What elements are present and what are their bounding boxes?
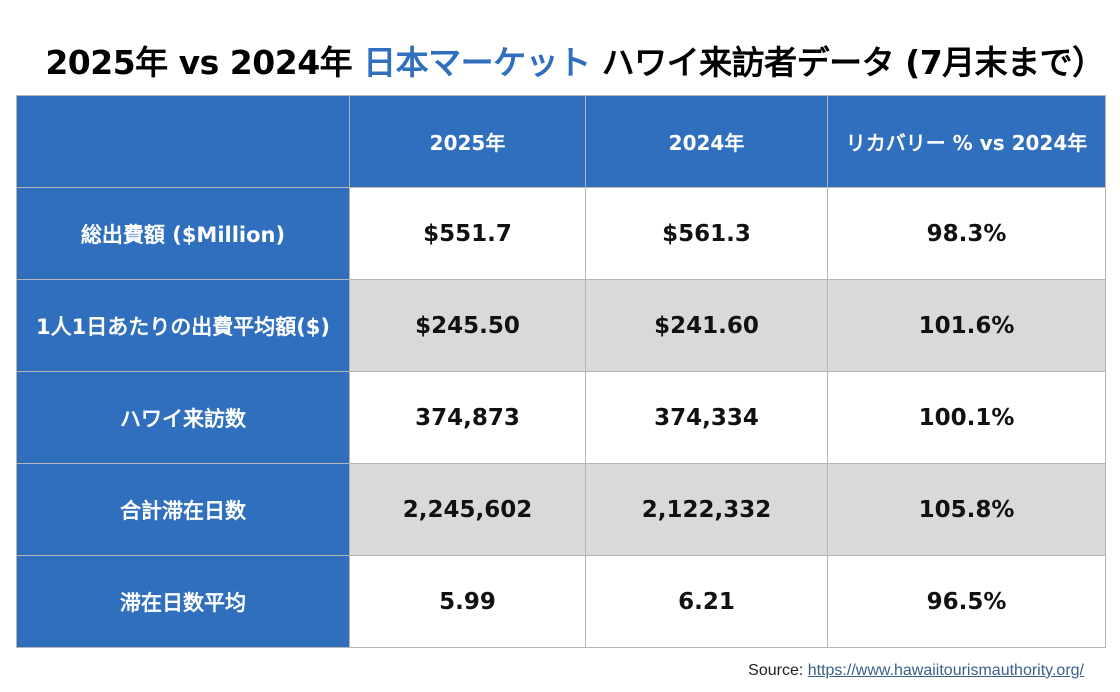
row-label: ハワイ来訪数 xyxy=(16,371,350,464)
cell-recovery: 96.5% xyxy=(827,555,1106,648)
row-label: 1人1日あたりの出費平均額($) xyxy=(16,279,350,372)
cell-2025: $551.7 xyxy=(349,187,586,280)
cell-recovery: 105.8% xyxy=(827,463,1106,556)
header-2024: 2024年 xyxy=(585,95,828,188)
row-label: 合計滞在日数 xyxy=(16,463,350,556)
title-accent: 日本マーケット xyxy=(363,43,591,82)
visitor-data-table: 2025年 2024年 リカバリー % vs 2024年 総出費額 ($Mill… xyxy=(16,95,1106,648)
table-row: ハワイ来訪数 374,873 374,334 100.1% xyxy=(16,371,1106,464)
cell-2024: 6.21 xyxy=(585,555,828,648)
cell-2024: $241.60 xyxy=(585,279,828,372)
title-part1: 2025年 vs 2024年 xyxy=(45,43,364,82)
header-corner xyxy=(16,95,350,188)
cell-2025: 374,873 xyxy=(349,371,586,464)
table-row: 合計滞在日数 2,245,602 2,122,332 105.8% xyxy=(16,463,1106,556)
table-row: 滞在日数平均 5.99 6.21 96.5% xyxy=(16,555,1106,648)
cell-2025: 2,245,602 xyxy=(349,463,586,556)
cell-2024: 374,334 xyxy=(585,371,828,464)
row-label: 総出費額 ($Million) xyxy=(16,187,350,280)
source-link[interactable]: https://www.hawaiitourismauthority.org/ xyxy=(807,662,1084,679)
cell-recovery: 101.6% xyxy=(827,279,1106,372)
table-row: 1人1日あたりの出費平均額($) $245.50 $241.60 101.6% xyxy=(16,279,1106,372)
source-line: Source: https://www.hawaiitourismauthori… xyxy=(748,662,1084,680)
header-2025: 2025年 xyxy=(349,95,586,188)
cell-2024: 2,122,332 xyxy=(585,463,828,556)
cell-2025: 5.99 xyxy=(349,555,586,648)
header-recovery: リカバリー % vs 2024年 xyxy=(827,95,1106,188)
cell-2025: $245.50 xyxy=(349,279,586,372)
cell-2024: $561.3 xyxy=(585,187,828,280)
title-part2: ハワイ来訪者データ (7月末まで） xyxy=(590,43,1106,82)
header-row: 2025年 2024年 リカバリー % vs 2024年 xyxy=(16,95,1106,188)
table-row: 総出費額 ($Million) $551.7 $561.3 98.3% xyxy=(16,187,1106,280)
source-label: Source: xyxy=(748,662,808,679)
page-title: 2025年 vs 2024年 日本マーケット ハワイ来訪者データ (7月末まで） xyxy=(0,36,1120,84)
cell-recovery: 100.1% xyxy=(827,371,1106,464)
row-label: 滞在日数平均 xyxy=(16,555,350,648)
cell-recovery: 98.3% xyxy=(827,187,1106,280)
